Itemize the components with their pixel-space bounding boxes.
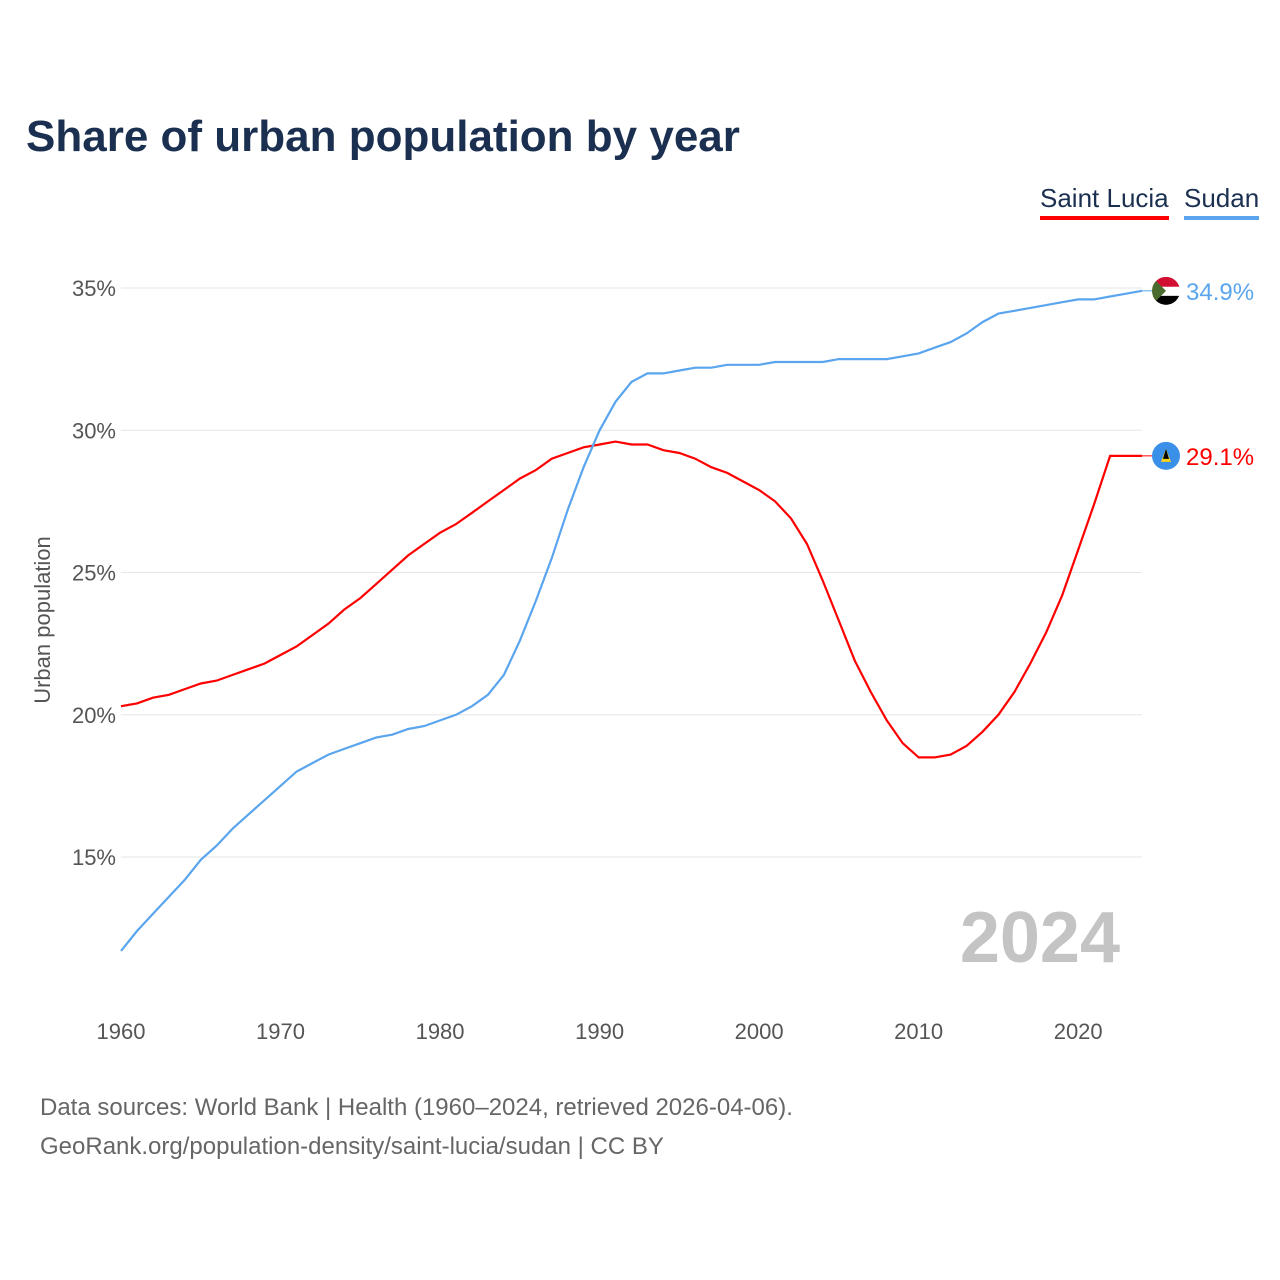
x-tick-label: 1960 — [97, 1019, 146, 1044]
chart-title: Share of urban population by year — [26, 112, 740, 161]
year-label: 2024 — [960, 898, 1120, 978]
legend-saint-lucia[interactable]: Saint Lucia — [1040, 183, 1169, 220]
sudan-flag-icon — [1152, 276, 1180, 305]
source-line-2[interactable]: GeoRank.org/population-density/saint-luc… — [40, 1133, 664, 1160]
y-tick-label: 20% — [72, 703, 116, 728]
x-tick-label: 1980 — [416, 1019, 465, 1044]
y-tick-label: 15% — [72, 845, 116, 870]
end-value-label: 34.9% — [1186, 279, 1254, 306]
x-tick-label: 2000 — [735, 1019, 784, 1044]
source-line-1: Data sources: World Bank | Health (1960–… — [40, 1094, 793, 1121]
y-tick-label: 25% — [72, 561, 116, 586]
x-tick-label: 1990 — [575, 1019, 624, 1044]
y-tick-label: 35% — [72, 276, 116, 301]
legend-sudan[interactable]: Sudan — [1184, 183, 1260, 220]
saint-lucia-flag-icon — [1152, 441, 1180, 470]
series-line-saint-lucia — [120, 440, 1142, 759]
end-value-label: 29.1% — [1186, 444, 1254, 471]
y-tick-label: 30% — [72, 418, 116, 443]
series-line-sudan — [120, 289, 1143, 952]
x-tick-label: 2010 — [894, 1019, 943, 1044]
x-tick-label: 2020 — [1054, 1019, 1103, 1044]
source-note: Data sources: World Bank | Health (1960–… — [40, 1088, 793, 1166]
y-axis-label: Urban population — [30, 536, 55, 704]
x-tick-label: 1970 — [256, 1019, 305, 1044]
